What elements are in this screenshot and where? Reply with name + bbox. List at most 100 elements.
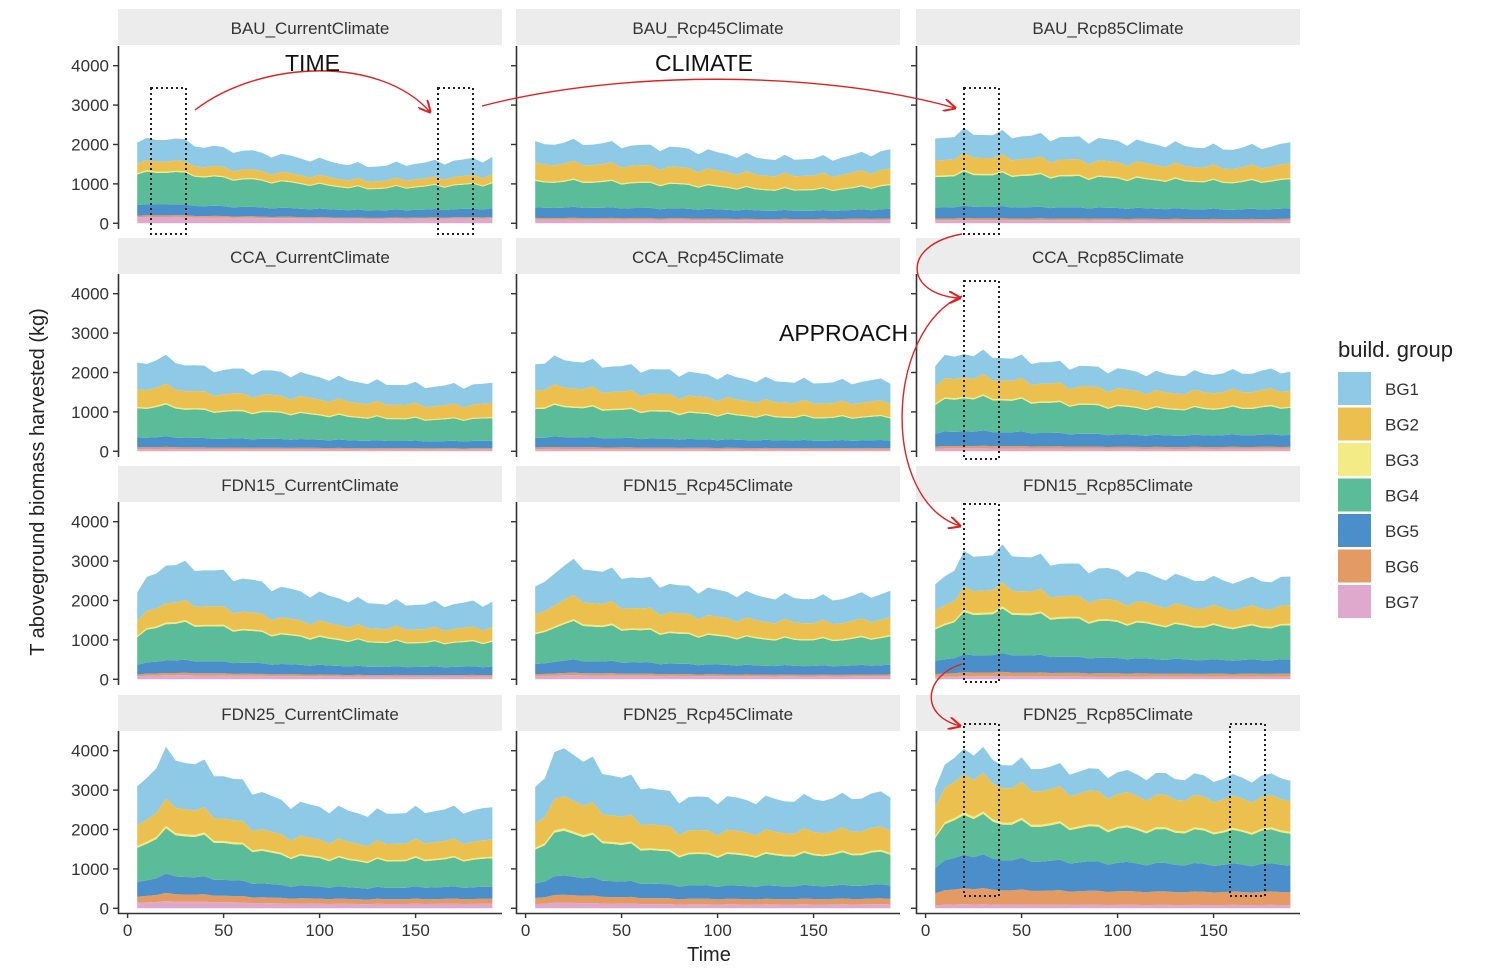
area-series-bg3 — [535, 619, 891, 642]
y-tick-label: 0 — [100, 442, 109, 461]
facet-title: FDN25_Rcp85Climate — [1023, 705, 1193, 724]
area-series-bg7 — [535, 219, 891, 224]
x-tick-label: 150 — [1199, 921, 1227, 940]
area-series-bg7 — [535, 675, 891, 680]
area-series-bg7 — [935, 219, 1291, 224]
legend-label: BG1 — [1385, 380, 1419, 399]
area-series-bg7 — [935, 904, 1291, 909]
legend-label: BG7 — [1385, 593, 1419, 612]
y-axis-title: T aboveground biomass harvested (kg) — [27, 308, 49, 656]
area-series-bg3 — [535, 178, 891, 192]
area-series-bg6 — [535, 217, 891, 221]
highlight-box — [963, 723, 1000, 897]
highlight-box — [963, 503, 1000, 683]
area-series-bg1 — [137, 137, 493, 182]
area-series-bg7 — [137, 216, 493, 224]
area-series-bg5 — [935, 854, 1291, 894]
area-series-bg2 — [535, 796, 891, 857]
facet-title: FDN15_Rcp45Climate — [623, 476, 793, 495]
area-series-bg1 — [935, 127, 1291, 169]
area-series-bg2 — [935, 373, 1291, 410]
area-series-bg5 — [535, 659, 891, 675]
area-series-bg7 — [137, 675, 493, 680]
x-tick-label: 100 — [305, 921, 333, 940]
facet-title: FDN25_CurrentClimate — [221, 705, 399, 724]
facet-panels: BAU_CurrentClimate BAU_Rcp45Climate BAU_Rc… — [118, 9, 1300, 909]
area-series-bg2 — [535, 160, 891, 191]
area-series-bg7 — [137, 901, 493, 909]
area-series-bg1 — [935, 746, 1291, 808]
legend-label: BG5 — [1385, 522, 1419, 541]
facet-strip — [916, 466, 1300, 502]
area-series-bg3 — [535, 828, 891, 858]
area-series-bg5 — [535, 875, 891, 900]
area-series-bg5 — [935, 653, 1291, 674]
area-series-bg2 — [137, 160, 493, 189]
area-series-bg5 — [137, 436, 493, 449]
area-series-bg4 — [535, 620, 891, 667]
facet-title: BAU_CurrentClimate — [231, 19, 390, 38]
area-series-bg6 — [935, 218, 1291, 221]
area-series-bg6 — [535, 447, 891, 450]
facet-panel: FDN25_CurrentClimate — [118, 695, 502, 909]
area-series-bg1 — [137, 354, 493, 408]
facet-strip — [118, 695, 502, 731]
area-series-bg7 — [535, 448, 891, 452]
area-series-bg6 — [137, 892, 493, 905]
area-series-bg2 — [535, 384, 891, 418]
facet-title: FDN25_Rcp45Climate — [623, 705, 793, 724]
x-tick-label: 50 — [612, 921, 631, 940]
area-series-bg7 — [137, 448, 493, 452]
area-series-bg2 — [137, 599, 493, 644]
y-tick-label: 0 — [100, 899, 109, 918]
facet-panel: FDN25_Rcp85Climate — [916, 695, 1300, 909]
legend-swatch-bg6 — [1338, 549, 1371, 583]
area-series-bg4 — [535, 830, 891, 887]
legend-swatch-bg3 — [1338, 443, 1371, 476]
facet-panel: FDN15_CurrentClimate — [118, 466, 502, 680]
area-series-bg6 — [535, 672, 891, 677]
y-tick-label: 1000 — [71, 175, 109, 194]
area-series-bg6 — [935, 671, 1291, 677]
climate-arrow — [481, 78, 955, 108]
y-tick-label: 4000 — [71, 513, 109, 532]
area-series-bg4 — [137, 621, 493, 668]
facet-panel: BAU_CurrentClimate — [118, 9, 502, 224]
time-label: TIME — [285, 50, 340, 76]
area-series-bg3 — [137, 170, 493, 190]
facet-strip — [916, 238, 1300, 274]
legend-label: BG2 — [1385, 416, 1419, 435]
y-tick-label: 1000 — [71, 631, 109, 650]
highlight-box — [1229, 723, 1266, 897]
facet-strip — [118, 466, 502, 502]
legend-swatch-bg1 — [1338, 372, 1371, 405]
area-series-bg1 — [535, 138, 891, 177]
area-series-bg6 — [535, 894, 891, 905]
approach-label: APPROACH — [779, 320, 908, 346]
y-tick-label: 4000 — [71, 285, 109, 304]
facet-strip — [516, 238, 900, 274]
facet-title: CCA_Rcp85Climate — [1032, 248, 1184, 267]
x-tick-label: 100 — [703, 921, 731, 940]
x-tick-label: 0 — [921, 921, 930, 940]
area-series-bg5 — [535, 436, 891, 449]
legend-swatch-bg2 — [1338, 407, 1371, 441]
legend-label: BG4 — [1385, 487, 1419, 506]
area-series-bg1 — [137, 746, 493, 847]
legend-title: build. group — [1338, 337, 1453, 362]
y-tick-label: 4000 — [71, 57, 109, 76]
area-series-bg5 — [535, 206, 891, 220]
x-axis-title: Time — [687, 944, 731, 966]
area-series-bg1 — [935, 544, 1291, 611]
area-series-bg2 — [935, 772, 1291, 837]
area-series-bg6 — [935, 445, 1291, 449]
area-series-bg6 — [137, 672, 493, 677]
facet-title: FDN15_CurrentClimate — [221, 476, 399, 495]
facet-panel: CCA_Rcp45Climate — [516, 238, 900, 452]
area-series-bg1 — [137, 560, 493, 631]
x-tick-label: 0 — [521, 921, 530, 940]
y-tick-label: 4000 — [71, 742, 109, 761]
y-tick-label: 1000 — [71, 403, 109, 422]
area-series-bg5 — [935, 205, 1291, 220]
facet-strip — [118, 9, 502, 45]
